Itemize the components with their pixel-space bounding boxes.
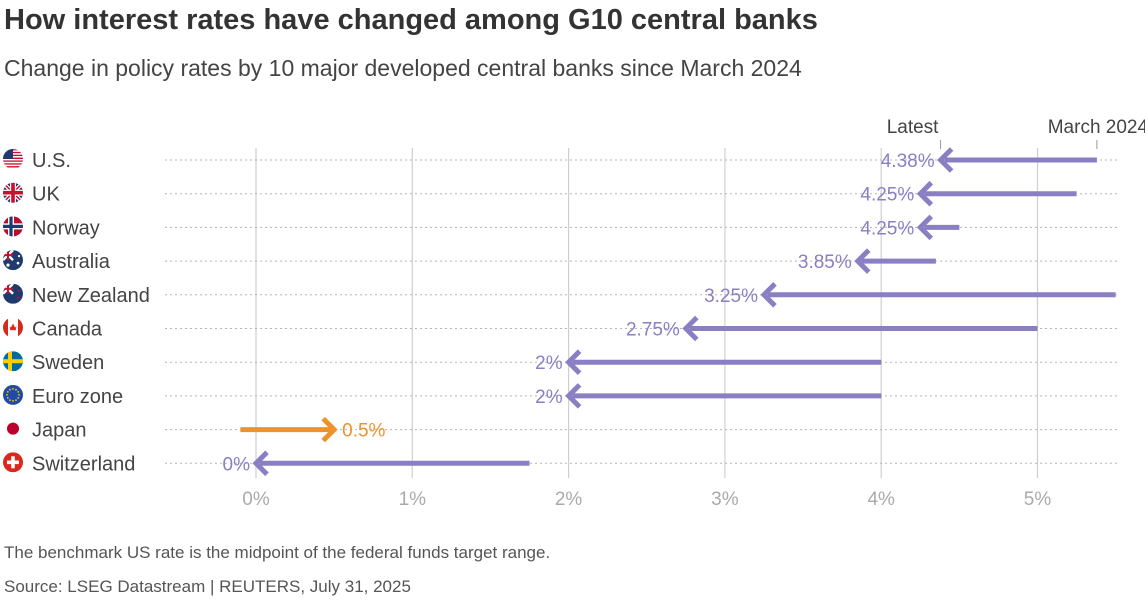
country-label: U.S. <box>32 150 71 172</box>
legend-latest-label: Latest <box>887 117 939 138</box>
chart-note: The benchmark US rate is the midpoint of… <box>4 543 551 562</box>
country-row: Euro zone 2% <box>3 383 1118 409</box>
change-arrow-head <box>252 450 269 477</box>
change-arrow-head <box>565 383 582 409</box>
change-arrow-head <box>565 349 582 375</box>
value-label: 4.38% <box>881 151 935 172</box>
country-row: Norway 4.25% <box>3 214 1118 241</box>
change-arrow-head <box>682 315 699 342</box>
country-row: U.S. 4.38% <box>3 147 1118 173</box>
country-row: Sweden 2% <box>3 349 1118 375</box>
chart-source: Source: LSEG Datastream | REUTERS, July … <box>4 577 411 596</box>
value-label: 2% <box>535 353 563 374</box>
us-flag-icon <box>3 149 23 169</box>
x-tick-label: 5% <box>1024 489 1052 510</box>
chart-title: How interest rates have changed among G1… <box>4 4 818 36</box>
country-row: New Zealand 3.25% <box>3 282 1118 308</box>
change-arrow-head <box>937 147 954 173</box>
switzerland-flag-icon <box>3 452 23 473</box>
country-row: Canada 2.75% <box>3 315 1118 342</box>
country-label: Japan <box>32 420 87 442</box>
country-label: Euro zone <box>32 386 123 408</box>
canada-flag-icon <box>3 317 23 338</box>
country-label: Switzerland <box>32 453 135 475</box>
x-tick-label: 1% <box>399 489 427 510</box>
rows-layer: U.S. 4.38% UK 4.25% Norway 4.25% Australia 3.85… <box>3 147 1118 477</box>
value-label: 2.75% <box>626 320 680 341</box>
change-arrow-head <box>916 180 934 207</box>
grid-layer <box>255 148 1039 478</box>
new-zealand-flag-icon <box>3 283 23 304</box>
legend: Latest March 2024 <box>887 117 1145 149</box>
change-arrow-head <box>854 248 871 274</box>
norway-flag-icon <box>3 216 23 237</box>
value-label: 3.25% <box>704 286 758 307</box>
x-tick-label: 4% <box>867 489 895 510</box>
legend-march-label: March 2024 <box>1048 117 1145 138</box>
value-label: 2% <box>535 387 563 408</box>
country-row: Switzerland 0% <box>3 450 1118 477</box>
country-row: UK 4.25% <box>3 180 1118 207</box>
country-label: Norway <box>32 217 100 239</box>
value-label: 3.85% <box>798 252 852 273</box>
value-label: 0% <box>223 454 251 475</box>
country-label: Sweden <box>32 352 104 374</box>
euro-zone-flag-icon <box>3 384 23 405</box>
country-label: Australia <box>32 251 111 273</box>
australia-flag-icon <box>3 250 23 271</box>
change-arrow-head <box>321 416 338 443</box>
value-label: 0.5% <box>342 421 385 442</box>
x-tick-label: 2% <box>555 489 583 510</box>
change-arrow-head <box>916 214 934 241</box>
chart-subtitle: Change in policy rates by 10 major devel… <box>4 55 802 81</box>
value-label: 4.25% <box>860 185 914 206</box>
x-axis: 0% 1% 2% 3% 4% 5% <box>242 489 1051 510</box>
country-label: New Zealand <box>32 285 150 307</box>
value-label: 4.25% <box>860 218 914 239</box>
country-row: Australia 3.85% <box>3 248 1118 274</box>
change-arrow-head <box>760 282 777 308</box>
x-tick-label: 3% <box>711 489 739 510</box>
country-label: UK <box>32 184 60 206</box>
sweden-flag-icon <box>3 351 23 372</box>
uk-flag-icon <box>3 182 23 203</box>
country-row: Japan 0.5% <box>3 416 1118 443</box>
japan-flag-icon <box>3 418 23 439</box>
x-tick-label: 0% <box>242 489 270 510</box>
country-label: Canada <box>32 319 103 341</box>
